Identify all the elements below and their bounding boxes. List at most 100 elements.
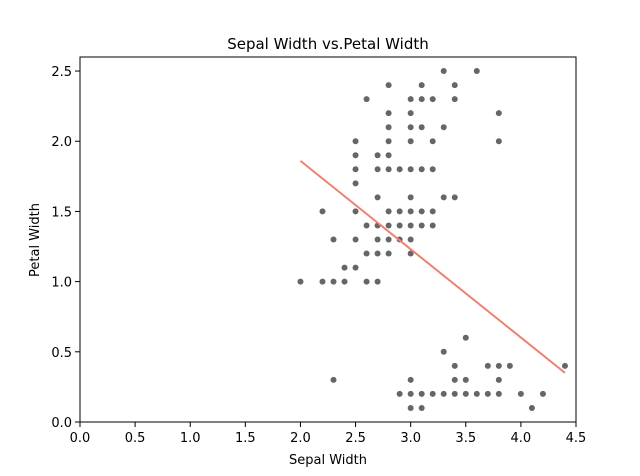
data-point [517,390,524,397]
data-point [451,362,458,369]
data-point [297,278,304,285]
data-point [407,124,414,131]
x-axis: 0.0 0.5 1.0 1.5 2.0 2.5 3.0 3.5 4.0 4.5 [70,422,587,446]
data-point [561,362,568,369]
data-point [429,166,436,173]
y-tick-label: 0.0 [51,416,72,431]
data-point [385,138,392,145]
data-point [429,222,436,229]
data-point [495,138,502,145]
data-point [396,208,403,215]
y-tick-label: 1.0 [51,276,72,291]
data-point [407,138,414,145]
data-point [495,110,502,117]
data-point [385,124,392,131]
data-point [374,278,381,285]
y-tick-label: 2.0 [51,135,72,150]
data-point [539,390,546,397]
data-point [495,390,502,397]
data-point [407,194,414,201]
x-tick-label: 3.0 [400,431,421,446]
data-point [341,264,348,271]
data-point [352,236,359,243]
y-tick-label: 2.5 [51,65,72,80]
data-point [418,404,425,411]
chart-title: Sepal Width vs.Petal Width [227,35,429,53]
data-point [418,222,425,229]
data-point [418,82,425,89]
data-point [385,82,392,89]
data-point [374,152,381,159]
data-point [473,390,480,397]
data-point [407,222,414,229]
x-tick-label: 3.5 [455,431,476,446]
x-tick-label: 2.5 [345,431,366,446]
y-axis: 0.0 0.5 1.0 1.5 2.0 2.5 [51,65,80,431]
data-point [429,96,436,103]
data-point [407,250,414,257]
x-tick-label: 0.5 [125,431,146,446]
data-point [385,208,392,215]
data-point [440,194,447,201]
data-point [407,208,414,215]
y-axis-label: Petal Width [28,203,43,277]
data-point [330,278,337,285]
data-point [451,194,458,201]
data-point [396,390,403,397]
data-point [462,376,469,383]
data-point [418,96,425,103]
x-tick-label: 4.5 [566,431,587,446]
data-point [473,68,480,75]
data-point [396,166,403,173]
data-point [352,180,359,187]
data-point [440,124,447,131]
data-point [374,250,381,257]
plot-frame [79,56,577,423]
data-point [451,390,458,397]
data-point [440,390,447,397]
data-point [363,278,370,285]
x-tick-label: 0.0 [70,431,91,446]
points-layer [297,68,568,411]
data-point [330,236,337,243]
data-point [495,376,502,383]
y-tick-label: 0.5 [51,346,72,361]
data-point [341,278,348,285]
data-point [451,376,458,383]
data-point [363,222,370,229]
data-point [363,96,370,103]
data-point [407,376,414,383]
data-point [396,222,403,229]
y-tick-label: 1.5 [51,205,72,220]
data-point [429,138,436,145]
data-point [385,250,392,257]
data-point [528,404,535,411]
data-point [495,362,502,369]
data-point [385,110,392,117]
data-point [451,96,458,103]
data-point [418,208,425,215]
data-point [352,166,359,173]
data-point [374,194,381,201]
data-point [451,82,458,89]
data-point [429,390,436,397]
data-point [407,110,414,117]
x-tick-label: 4.0 [511,431,532,446]
data-point [352,138,359,145]
data-point [385,152,392,159]
data-point [440,348,447,355]
data-point [352,208,359,215]
x-tick-label: 1.0 [180,431,201,446]
data-point [385,222,392,229]
data-point [407,96,414,103]
data-point [319,278,326,285]
data-point [407,236,414,243]
data-point [385,166,392,173]
data-point [418,166,425,173]
data-point [330,376,337,383]
data-point [407,390,414,397]
data-point [440,68,447,75]
data-point [352,152,359,159]
data-point [352,264,359,271]
